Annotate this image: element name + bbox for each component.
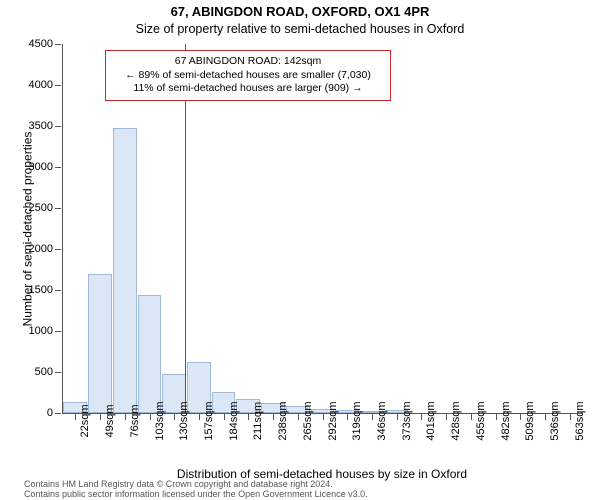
x-tick-label: 563sqm: [574, 401, 586, 440]
x-tick: [199, 414, 200, 420]
x-tick: [224, 414, 225, 420]
annotation-line-1: 67 ABINGDON ROAD: 142sqm: [114, 55, 382, 69]
x-tick: [545, 414, 546, 420]
x-tick: [520, 414, 521, 420]
x-tick: [100, 414, 101, 420]
x-tick: [471, 414, 472, 420]
x-tick: [248, 414, 249, 420]
x-tick-label: 265sqm: [302, 401, 314, 440]
x-tick-label: 157sqm: [203, 401, 215, 440]
histogram-bar: [88, 274, 112, 413]
x-tick-label: 509sqm: [524, 401, 536, 440]
x-tick-label: 49sqm: [104, 404, 116, 437]
x-tick-label: 238sqm: [277, 401, 289, 440]
y-tick-label: 4000: [29, 79, 53, 91]
x-tick: [298, 414, 299, 420]
y-tick: [55, 126, 61, 127]
x-tick: [372, 414, 373, 420]
x-tick: [347, 414, 348, 420]
y-tick-label: 1000: [29, 325, 53, 337]
chart-plot-area: 67 ABINGDON ROAD: 142sqm← 89% of semi-de…: [62, 44, 582, 414]
x-tick: [75, 414, 76, 420]
x-tick-label: 292sqm: [327, 401, 339, 440]
annotation-line-2: ← 89% of semi-detached houses are smalle…: [114, 69, 382, 83]
chart-bars-layer: 67 ABINGDON ROAD: 142sqm← 89% of semi-de…: [63, 44, 582, 413]
chart-title-address: 67, ABINGDON ROAD, OXFORD, OX1 4PR: [0, 4, 600, 19]
x-tick: [174, 414, 175, 420]
x-tick-label: 130sqm: [178, 401, 190, 440]
y-tick-label: 500: [35, 366, 53, 378]
x-tick-label: 373sqm: [401, 401, 413, 440]
x-tick-label: 536sqm: [549, 401, 561, 440]
y-tick: [55, 372, 61, 373]
x-tick: [570, 414, 571, 420]
y-tick-label: 4500: [29, 38, 53, 50]
x-tick-label: 184sqm: [228, 401, 240, 440]
x-tick: [125, 414, 126, 420]
histogram-bar: [138, 295, 162, 413]
credit-text: Contains HM Land Registry data © Crown c…: [24, 480, 592, 500]
credit-line-1: Contains HM Land Registry data © Crown c…: [24, 479, 333, 489]
x-tick-label: 346sqm: [376, 401, 388, 440]
x-tick: [323, 414, 324, 420]
y-tick: [55, 208, 61, 209]
y-tick: [55, 44, 61, 45]
y-axis-label-container: Number of semi-detached properties: [8, 44, 22, 414]
x-tick: [273, 414, 274, 420]
x-tick-label: 103sqm: [154, 401, 166, 440]
y-tick-label: 2000: [29, 243, 53, 255]
y-tick: [55, 249, 61, 250]
x-tick: [421, 414, 422, 420]
histogram-bar: [113, 128, 137, 413]
y-tick-label: 3000: [29, 161, 53, 173]
x-tick-label: 76sqm: [129, 404, 141, 437]
y-tick-label: 0: [47, 407, 53, 419]
y-tick-label: 3500: [29, 120, 53, 132]
x-tick-label: 455sqm: [475, 401, 487, 440]
x-tick: [496, 414, 497, 420]
x-tick-label: 22sqm: [79, 404, 91, 437]
x-tick-label: 428sqm: [450, 401, 462, 440]
x-tick-label: 401sqm: [425, 401, 437, 440]
page-root: 67, ABINGDON ROAD, OXFORD, OX1 4PR Size …: [0, 0, 600, 500]
chart-subtitle: Size of property relative to semi-detach…: [0, 22, 600, 36]
annotation-line-3: 11% of semi-detached houses are larger (…: [114, 82, 382, 96]
annotation-box: 67 ABINGDON ROAD: 142sqm← 89% of semi-de…: [105, 50, 391, 101]
y-tick: [55, 167, 61, 168]
x-tick-label: 482sqm: [500, 401, 512, 440]
x-tick-label: 211sqm: [252, 402, 264, 440]
x-tick-label: 319sqm: [351, 401, 363, 440]
y-tick: [55, 85, 61, 86]
y-tick-label: 1500: [29, 284, 53, 296]
x-tick: [446, 414, 447, 420]
x-tick: [150, 414, 151, 420]
y-tick-label: 2500: [29, 202, 53, 214]
y-tick: [55, 290, 61, 291]
y-tick: [55, 331, 61, 332]
y-tick: [55, 413, 61, 414]
x-tick: [397, 414, 398, 420]
credit-line-2: Contains public sector information licen…: [24, 489, 368, 499]
